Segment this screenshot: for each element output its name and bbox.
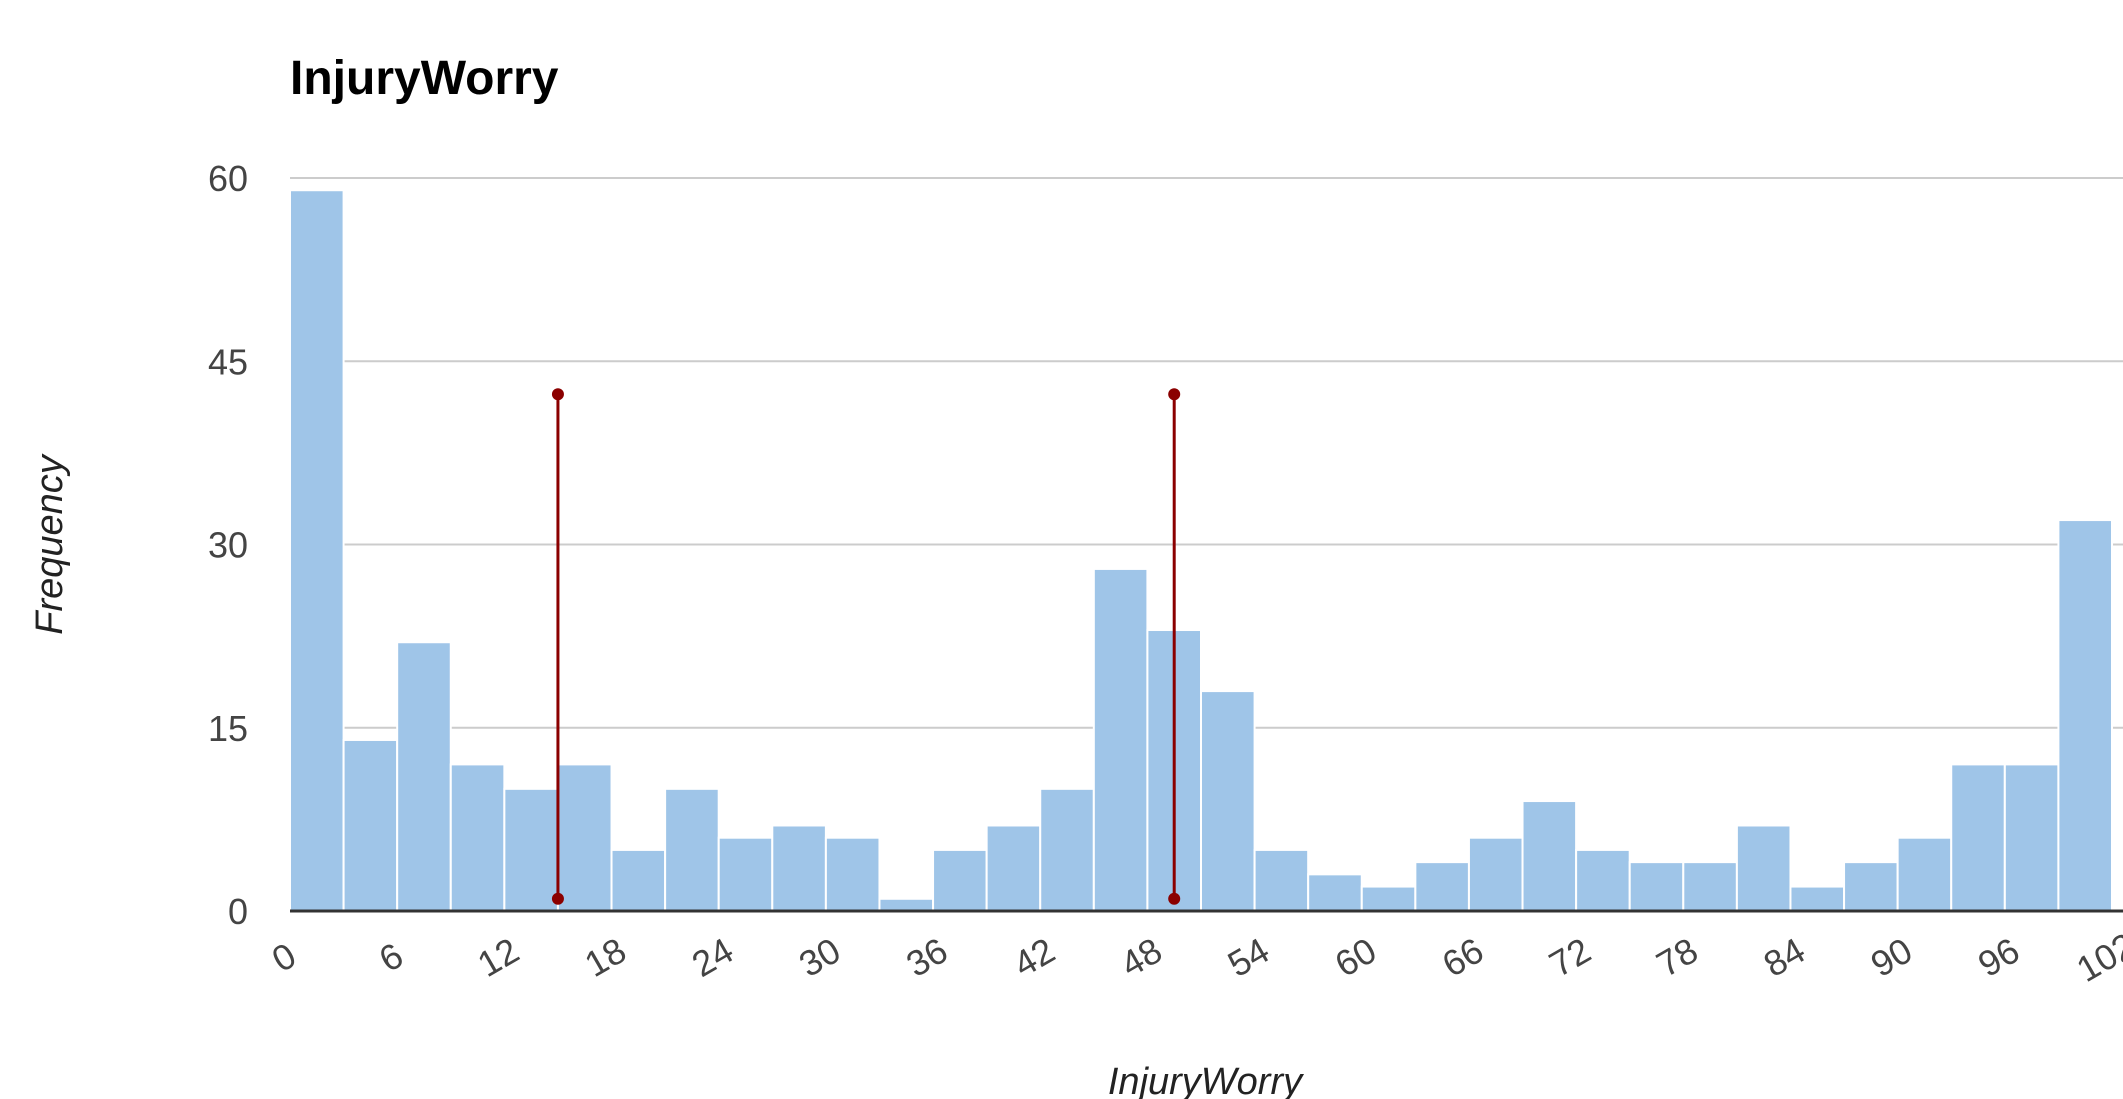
histogram-bar bbox=[664, 787, 720, 912]
histogram-bar bbox=[1896, 836, 1953, 913]
histogram-bar bbox=[1467, 836, 1524, 913]
histogram-bar bbox=[1039, 787, 1095, 912]
histogram-bar bbox=[1092, 567, 1149, 913]
histogram-bar bbox=[1414, 861, 1470, 913]
histogram-bar bbox=[396, 641, 452, 912]
x-tick-label: 66 bbox=[1435, 929, 1490, 985]
chart-title: InjuryWorry bbox=[290, 52, 559, 105]
histogram-bar bbox=[824, 836, 881, 913]
histogram-bar bbox=[556, 763, 613, 913]
histogram-bar bbox=[1307, 873, 1363, 912]
x-tick-label: 60 bbox=[1328, 929, 1383, 985]
x-tick-label: 102 bbox=[2069, 924, 2123, 990]
reference-lines bbox=[551, 388, 1181, 905]
y-axis-tick-labels: 0 15 30 45 60 bbox=[208, 158, 248, 932]
x-tick-label: 48 bbox=[1114, 929, 1169, 985]
histogram-bar bbox=[985, 824, 1042, 913]
x-tick-label: 54 bbox=[1221, 929, 1276, 985]
x-tick-label: 12 bbox=[471, 929, 526, 985]
reference-line-top-dot bbox=[551, 388, 564, 401]
x-tick-label: 78 bbox=[1649, 929, 1704, 985]
histogram-bar bbox=[1575, 848, 1631, 913]
x-tick-label: 0 bbox=[265, 934, 303, 980]
histogram-bar bbox=[289, 189, 345, 912]
histogram-bar bbox=[2057, 519, 2114, 912]
histogram-bar bbox=[1521, 800, 1578, 912]
histogram-bar bbox=[2003, 763, 2060, 913]
x-axis-tick-labels: 0 6 12 18 24 30 36 42 48 54 60 66 72 78 84 90 96 102 bbox=[265, 924, 2123, 990]
x-tick-label: 90 bbox=[1864, 929, 1919, 985]
x-tick-label: 72 bbox=[1542, 929, 1597, 985]
y-tick-label: 60 bbox=[208, 158, 248, 199]
histogram-bar bbox=[610, 848, 667, 913]
grid-lines bbox=[290, 177, 2123, 729]
x-tick-label: 96 bbox=[1971, 929, 2026, 985]
histogram-bar bbox=[342, 738, 399, 913]
reference-line-bottom-dot bbox=[1168, 892, 1181, 905]
histogram-bar bbox=[449, 763, 506, 913]
histogram-bar bbox=[1200, 690, 1256, 912]
x-tick-label: 30 bbox=[792, 929, 847, 985]
x-tick-label: 36 bbox=[899, 929, 954, 985]
histogram-bars bbox=[289, 189, 2114, 913]
histogram-bar bbox=[717, 836, 774, 913]
histogram-bar bbox=[1628, 861, 1685, 913]
y-tick-label: 30 bbox=[208, 525, 248, 566]
y-tick-label: 45 bbox=[208, 341, 248, 382]
reference-line-bottom-dot bbox=[551, 892, 564, 905]
histogram-bar bbox=[771, 824, 827, 913]
histogram-bar bbox=[1682, 861, 1738, 913]
histogram-bar bbox=[1789, 885, 1846, 912]
histogram-bar bbox=[1253, 848, 1310, 913]
x-tick-label: 18 bbox=[578, 929, 633, 985]
y-tick-label: 15 bbox=[208, 708, 248, 749]
reference-line-top-dot bbox=[1168, 388, 1181, 401]
histogram-bar bbox=[1950, 763, 2006, 913]
histogram-bar bbox=[1843, 861, 1899, 913]
x-tick-label: 24 bbox=[685, 929, 740, 985]
histogram-bar bbox=[1360, 885, 1417, 912]
x-tick-label: 84 bbox=[1757, 929, 1812, 985]
histogram-bar bbox=[878, 897, 935, 912]
histogram-bar bbox=[503, 787, 559, 912]
x-tick-label: 42 bbox=[1006, 929, 1061, 985]
histogram-bar bbox=[932, 848, 988, 913]
histogram-bar bbox=[1735, 824, 1792, 913]
y-axis-title: Frequency bbox=[29, 453, 71, 635]
y-tick-label: 0 bbox=[228, 891, 248, 932]
x-axis-title: InjuryWorry bbox=[1108, 1061, 1304, 1099]
x-tick-label: 6 bbox=[372, 934, 410, 980]
